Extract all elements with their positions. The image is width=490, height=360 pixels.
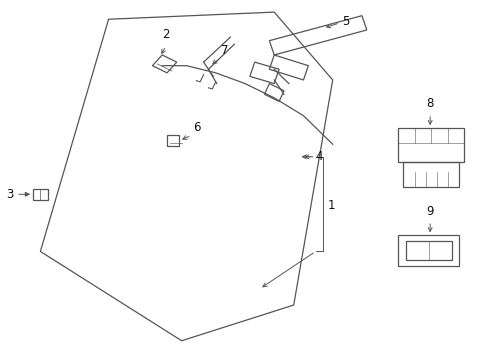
Text: 5: 5: [343, 14, 350, 27]
Text: 4: 4: [316, 150, 323, 163]
Text: 8: 8: [426, 97, 434, 111]
Text: 6: 6: [193, 121, 200, 134]
Text: 1: 1: [328, 198, 335, 212]
Text: 7: 7: [220, 44, 228, 57]
Text: 2: 2: [162, 28, 170, 41]
Text: 3: 3: [6, 188, 14, 201]
Text: 9: 9: [426, 204, 434, 217]
